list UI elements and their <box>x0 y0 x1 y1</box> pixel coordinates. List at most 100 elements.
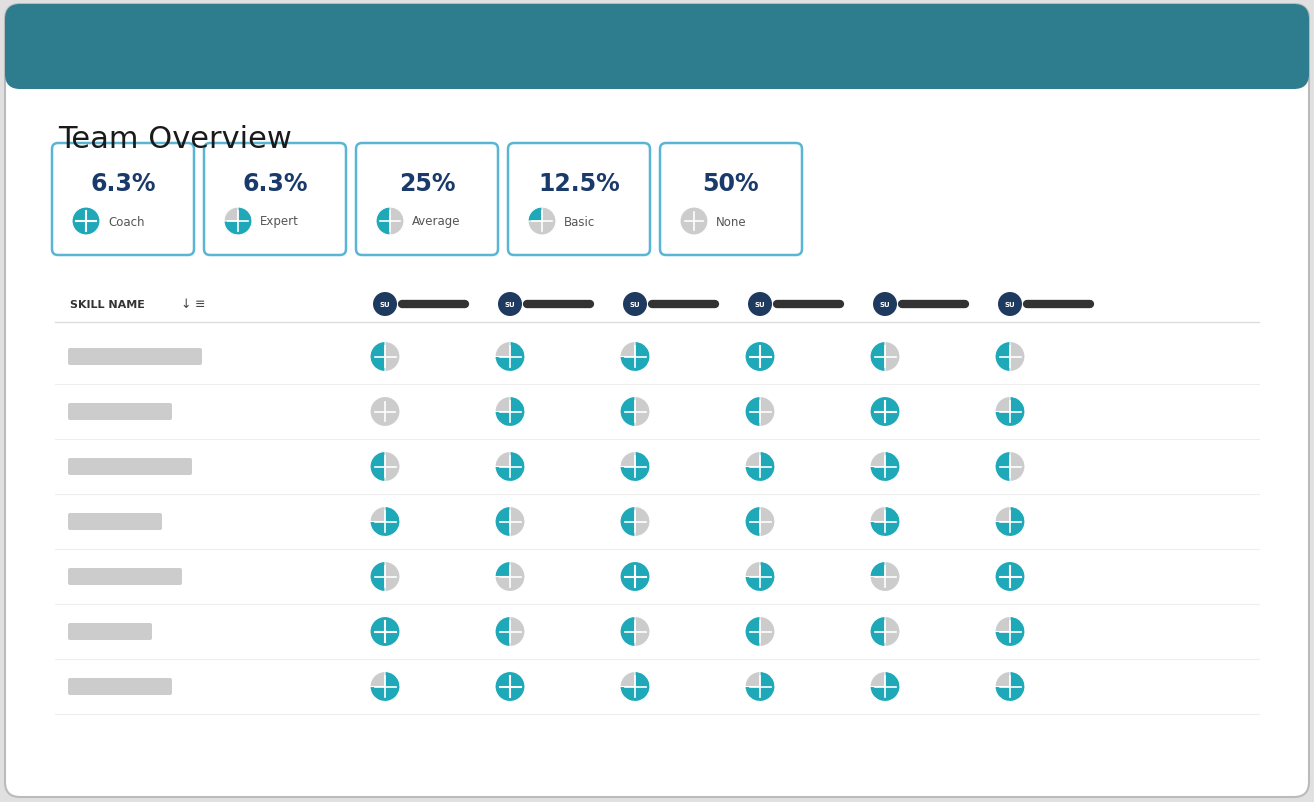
Circle shape <box>745 671 775 702</box>
Circle shape <box>870 507 900 537</box>
Circle shape <box>495 561 526 592</box>
Wedge shape <box>870 617 886 646</box>
Circle shape <box>223 208 252 236</box>
FancyBboxPatch shape <box>5 5 1309 797</box>
Wedge shape <box>870 452 900 482</box>
Text: SKILL NAME: SKILL NAME <box>70 300 145 310</box>
Wedge shape <box>620 617 635 646</box>
Circle shape <box>371 671 399 702</box>
Wedge shape <box>745 397 759 427</box>
Circle shape <box>870 452 900 482</box>
Wedge shape <box>745 561 775 592</box>
Text: SU: SU <box>754 302 765 308</box>
Text: 6.3%: 6.3% <box>91 172 156 196</box>
Circle shape <box>995 452 1025 482</box>
Wedge shape <box>745 671 775 702</box>
Circle shape <box>995 397 1025 427</box>
Wedge shape <box>371 561 385 592</box>
Wedge shape <box>495 342 526 372</box>
Circle shape <box>371 342 399 372</box>
Circle shape <box>495 397 526 427</box>
Circle shape <box>72 208 100 236</box>
Circle shape <box>872 293 897 317</box>
Circle shape <box>745 452 775 482</box>
Circle shape <box>528 208 556 236</box>
Wedge shape <box>376 208 390 236</box>
Circle shape <box>870 397 900 427</box>
Circle shape <box>745 397 775 427</box>
Wedge shape <box>495 397 526 427</box>
Wedge shape <box>620 452 650 482</box>
Text: Team Overview: Team Overview <box>58 125 292 154</box>
Wedge shape <box>995 671 1025 702</box>
FancyBboxPatch shape <box>68 623 152 640</box>
Text: 50%: 50% <box>703 172 759 196</box>
Circle shape <box>371 452 399 482</box>
Wedge shape <box>870 671 900 702</box>
Wedge shape <box>620 397 635 427</box>
Circle shape <box>495 507 526 537</box>
Circle shape <box>495 342 526 372</box>
Text: 6.3%: 6.3% <box>242 172 307 196</box>
Wedge shape <box>620 671 650 702</box>
FancyBboxPatch shape <box>356 144 498 256</box>
Wedge shape <box>371 342 385 372</box>
Wedge shape <box>620 507 635 537</box>
Bar <box>20 47 1294 75</box>
Text: SU: SU <box>380 302 390 308</box>
Text: Coach: Coach <box>108 215 145 229</box>
Circle shape <box>498 293 522 317</box>
Circle shape <box>376 208 403 236</box>
Text: Basic: Basic <box>564 215 595 229</box>
Text: Expert: Expert <box>260 215 298 229</box>
Wedge shape <box>371 671 399 702</box>
FancyBboxPatch shape <box>68 569 183 585</box>
Circle shape <box>620 452 650 482</box>
FancyBboxPatch shape <box>68 513 162 530</box>
Circle shape <box>371 617 399 646</box>
Text: 25%: 25% <box>398 172 455 196</box>
Text: SU: SU <box>879 302 891 308</box>
Wedge shape <box>371 507 399 537</box>
Circle shape <box>870 617 900 646</box>
Wedge shape <box>870 507 900 537</box>
Circle shape <box>995 507 1025 537</box>
Wedge shape <box>745 617 759 646</box>
Circle shape <box>620 561 650 592</box>
Circle shape <box>748 293 773 317</box>
Wedge shape <box>995 342 1010 372</box>
Wedge shape <box>495 561 510 577</box>
FancyBboxPatch shape <box>509 144 650 256</box>
Wedge shape <box>995 452 1010 482</box>
Text: None: None <box>716 215 746 229</box>
Circle shape <box>373 293 397 317</box>
Circle shape <box>870 342 900 372</box>
Text: ≡: ≡ <box>194 298 205 311</box>
Wedge shape <box>371 452 385 482</box>
Circle shape <box>999 293 1022 317</box>
Circle shape <box>620 342 650 372</box>
Circle shape <box>745 617 775 646</box>
Wedge shape <box>870 561 886 577</box>
Wedge shape <box>528 208 541 221</box>
Circle shape <box>495 617 526 646</box>
Circle shape <box>995 561 1025 592</box>
FancyBboxPatch shape <box>68 459 192 476</box>
Wedge shape <box>223 208 252 236</box>
Circle shape <box>620 507 650 537</box>
Wedge shape <box>495 507 510 537</box>
FancyBboxPatch shape <box>660 144 802 256</box>
Text: ↓: ↓ <box>180 298 191 311</box>
Wedge shape <box>745 507 759 537</box>
Text: Average: Average <box>413 215 460 229</box>
Text: SU: SU <box>505 302 515 308</box>
Circle shape <box>371 561 399 592</box>
FancyBboxPatch shape <box>204 144 346 256</box>
FancyBboxPatch shape <box>5 5 1309 90</box>
Circle shape <box>745 507 775 537</box>
FancyBboxPatch shape <box>68 678 172 695</box>
Circle shape <box>623 293 646 317</box>
Wedge shape <box>995 507 1025 537</box>
Circle shape <box>495 671 526 702</box>
Wedge shape <box>495 617 510 646</box>
